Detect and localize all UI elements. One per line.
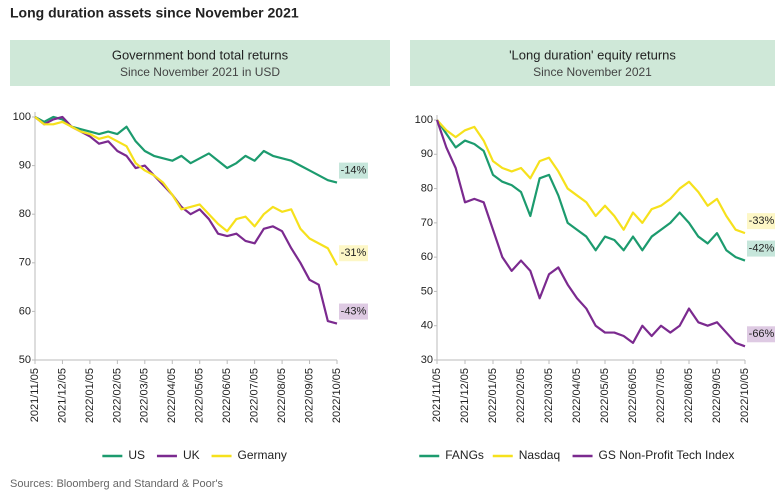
x-tick-label: 2022/10/05	[739, 368, 751, 423]
x-tick-label: 2022/01/05	[487, 368, 499, 423]
source: Sources: Bloomberg and Standard & Poor's	[10, 478, 224, 490]
x-tick-label: 2022/02/05	[111, 368, 123, 423]
x-tick-label: 2022/09/05	[711, 368, 723, 423]
series-line	[34, 116, 338, 266]
panel-title: 'Long duration' equity returns	[509, 47, 676, 62]
end-label: -43%	[341, 305, 367, 317]
legend-label: FANGs	[445, 448, 484, 462]
legend-label: US	[128, 448, 145, 462]
legend-label: Germany	[238, 448, 287, 462]
y-tick-label: 100	[13, 111, 31, 123]
x-tick-label: 2022/05/05	[194, 368, 206, 423]
y-tick-label: 40	[421, 320, 433, 332]
x-tick-label: 2022/02/05	[515, 368, 527, 423]
x-tick-label: 2022/10/05	[331, 368, 343, 423]
x-tick-label: 2022/08/05	[276, 368, 288, 423]
end-label: -31%	[341, 247, 367, 259]
y-tick-label: 60	[421, 251, 433, 263]
x-tick-label: 2022/07/05	[249, 368, 261, 423]
series-line	[435, 119, 746, 348]
legend-label: UK	[183, 448, 200, 462]
y-tick-label: 90	[421, 148, 433, 160]
panel-subtitle: Since November 2021	[533, 65, 652, 79]
panel-subtitle: Since November 2021 in USD	[120, 65, 280, 79]
y-tick-label: 70	[421, 217, 433, 229]
end-label: -42%	[749, 242, 775, 254]
end-label-box	[747, 240, 775, 257]
legend-label: GS Non-Profit Tech Index	[599, 448, 735, 462]
x-tick-label: 2021/12/05	[56, 368, 68, 423]
y-tick-label: 100	[415, 114, 433, 126]
end-label-box	[339, 245, 368, 262]
y-tick-label: 80	[19, 208, 31, 220]
x-tick-label: 2022/06/05	[221, 368, 233, 423]
end-label-box	[339, 303, 368, 320]
panel-title: Government bond total returns	[112, 47, 289, 62]
y-tick-label: 50	[421, 285, 433, 297]
y-tick-label: 80	[421, 182, 433, 194]
series-line	[436, 119, 746, 235]
x-tick-label: 2022/08/05	[683, 368, 695, 423]
x-tick-label: 2022/07/05	[655, 368, 667, 423]
y-tick-label: 70	[19, 257, 31, 269]
x-tick-label: 2022/03/05	[543, 368, 555, 423]
series-line	[34, 115, 338, 184]
end-label: -14%	[341, 165, 367, 177]
end-label: -66%	[749, 328, 775, 340]
y-tick-label: 90	[19, 160, 31, 172]
end-label-box	[747, 213, 775, 230]
x-tick-label: 2021/11/05	[431, 368, 443, 422]
x-tick-label: 2022/09/05	[303, 368, 315, 423]
panel-header	[410, 40, 775, 86]
legend-label: Nasdaq	[519, 448, 560, 462]
x-tick-label: 2022/04/05	[571, 368, 583, 423]
y-tick-label: 30	[421, 354, 433, 366]
y-tick-label: 50	[19, 354, 31, 366]
end-label-box	[339, 162, 368, 179]
panel-header	[10, 40, 390, 86]
end-label: -33%	[749, 215, 775, 227]
x-tick-label: 2021/12/05	[459, 368, 471, 423]
end-label-box	[747, 326, 775, 343]
series-line	[34, 115, 338, 325]
x-tick-label: 2022/06/05	[627, 368, 639, 423]
x-tick-label: 2022/04/05	[166, 368, 178, 423]
y-tick-label: 60	[19, 305, 31, 317]
page-title: Long duration assets since November 2021	[10, 5, 299, 21]
series-line	[436, 119, 746, 262]
x-tick-label: 2022/03/05	[139, 368, 151, 423]
x-tick-label: 2021/11/05	[29, 368, 41, 422]
x-tick-label: 2022/05/05	[599, 368, 611, 423]
x-tick-label: 2022/01/05	[84, 368, 96, 423]
